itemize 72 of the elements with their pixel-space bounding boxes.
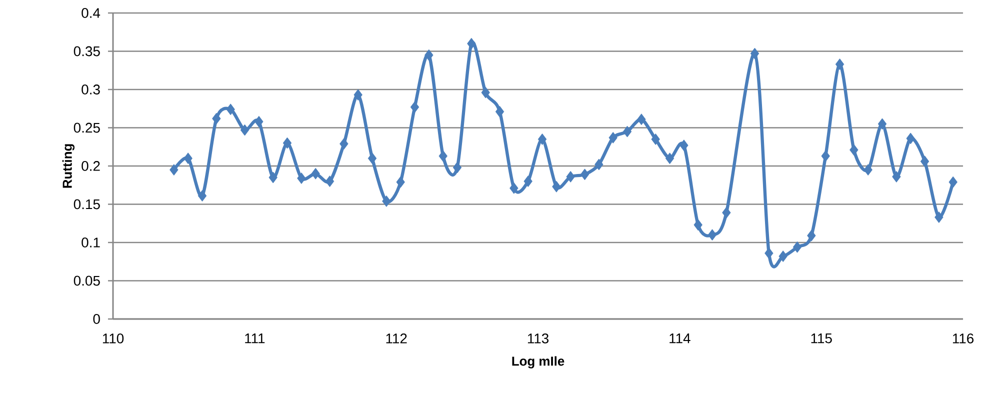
point [850, 144, 858, 156]
x-tick-label: 112 [386, 334, 407, 344]
point [524, 176, 532, 188]
point [438, 150, 448, 162]
point [212, 112, 221, 124]
point [170, 164, 178, 176]
point [864, 164, 872, 176]
point [694, 219, 702, 231]
point [282, 137, 292, 149]
x-axis-title: Log mIle [512, 356, 564, 368]
point [750, 48, 760, 60]
point [325, 176, 334, 188]
x-tick-label: 114 [670, 334, 690, 344]
point [920, 156, 930, 168]
point [198, 190, 207, 202]
point [580, 168, 590, 180]
point [807, 230, 816, 242]
point [594, 158, 604, 170]
point [268, 172, 278, 184]
y-axis-title: Rutting [62, 144, 75, 188]
point [665, 152, 674, 164]
point [622, 126, 632, 138]
x-tick-label: 111 [245, 334, 265, 344]
point [311, 168, 320, 180]
point [226, 104, 235, 116]
point [184, 152, 192, 164]
point [608, 132, 618, 144]
x-tick-label: 110 [102, 334, 124, 344]
point [878, 118, 887, 130]
y-tick-label: 0.15 [74, 199, 100, 210]
point [354, 89, 362, 101]
y-tick-label: 0.35 [74, 46, 100, 56]
point [892, 170, 901, 182]
y-tick-label: 0.05 [74, 276, 100, 286]
point [792, 241, 802, 253]
point [566, 170, 575, 182]
y-tick-label: 0.2 [82, 161, 100, 171]
point [382, 195, 391, 207]
point [906, 132, 915, 144]
point [254, 116, 264, 128]
y-tick-label: 0 [93, 314, 100, 324]
point [680, 140, 688, 152]
y-tick-label: 0.3 [82, 84, 100, 94]
point [510, 182, 518, 194]
point [452, 162, 462, 174]
y-tick-label: 0.1 [82, 238, 100, 248]
point [934, 212, 944, 223]
point [651, 133, 660, 145]
point [948, 176, 958, 188]
x-tick-label: 113 [528, 334, 549, 344]
point [481, 86, 490, 98]
point [821, 150, 830, 162]
point [708, 229, 717, 241]
point [424, 49, 434, 61]
point [368, 152, 377, 164]
point [778, 250, 788, 262]
point [467, 38, 476, 50]
x-tick-label: 116 [952, 334, 974, 344]
point [396, 176, 405, 188]
point [410, 101, 420, 113]
point [495, 106, 504, 118]
y-tick-label: 0.4 [82, 8, 100, 18]
point [538, 133, 547, 145]
point [297, 172, 306, 184]
point [722, 206, 731, 218]
point [552, 180, 561, 192]
y-tick-label: 0.25 [74, 122, 100, 133]
point [240, 124, 250, 136]
x-tick-label: 115 [811, 334, 832, 344]
point [340, 138, 348, 150]
point [835, 58, 844, 70]
point [637, 114, 646, 126]
